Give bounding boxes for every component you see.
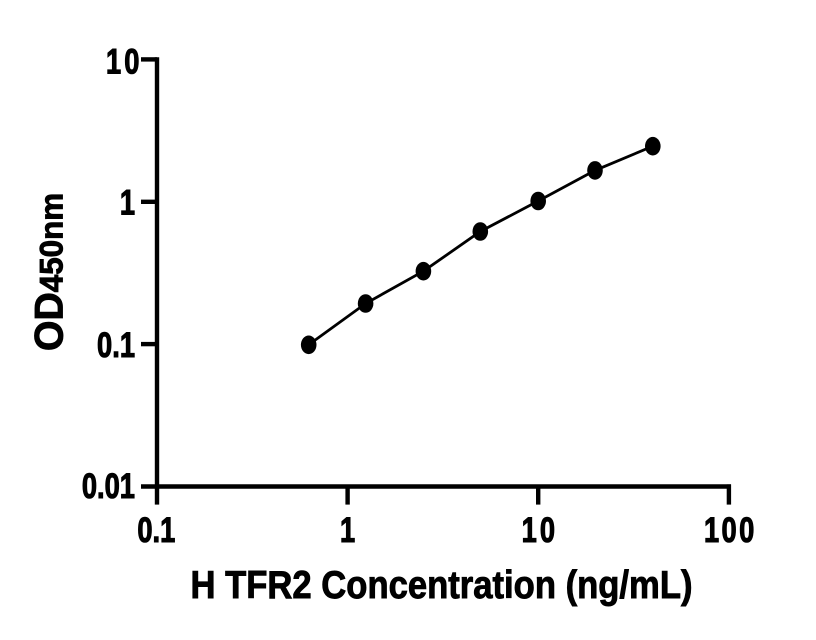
svg-text:1: 1 (120, 183, 135, 222)
svg-text:100: 100 (704, 511, 757, 550)
svg-text:OD450nm: OD450nm (27, 193, 71, 351)
svg-text:0.1: 0.1 (137, 511, 175, 550)
svg-text:1: 1 (340, 511, 355, 550)
svg-text:10: 10 (106, 42, 143, 81)
svg-text:0.1: 0.1 (97, 326, 135, 365)
svg-text:H TFR2 Concentration (ng/mL): H TFR2 Concentration (ng/mL) (190, 563, 692, 606)
svg-text:0.01: 0.01 (82, 467, 135, 506)
svg-text:10: 10 (522, 511, 559, 550)
